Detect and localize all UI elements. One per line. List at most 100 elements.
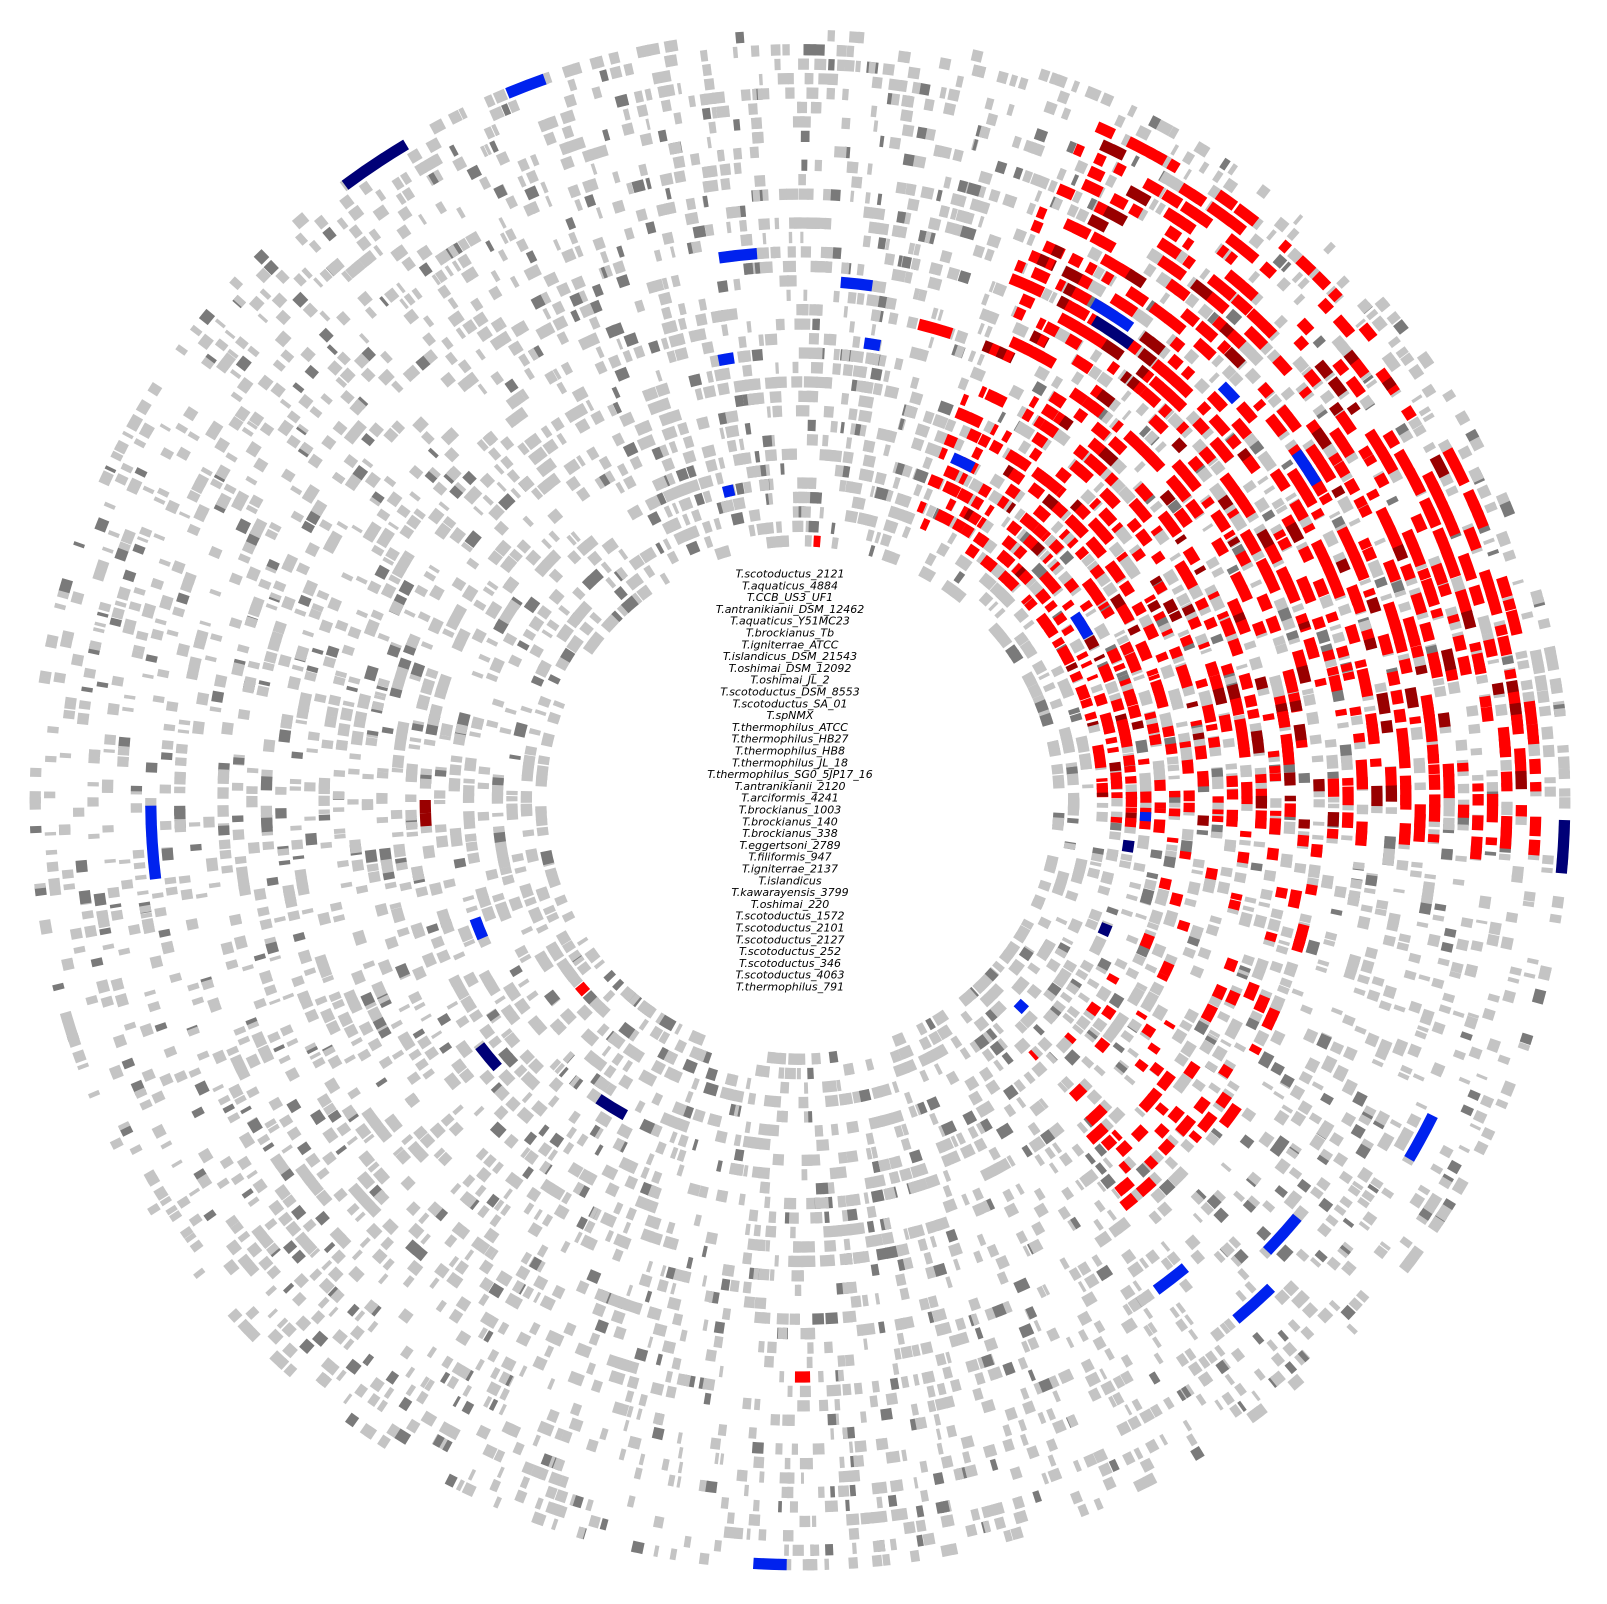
gene-segment bbox=[417, 1035, 432, 1050]
gene-segment bbox=[1048, 291, 1058, 304]
gene-segment bbox=[190, 843, 202, 852]
gene-segment bbox=[355, 884, 369, 894]
gene-segment bbox=[566, 611, 584, 629]
gene-segment bbox=[225, 959, 238, 969]
gene-segment bbox=[1158, 345, 1171, 360]
gene-segment bbox=[933, 1262, 948, 1277]
gene-segment bbox=[701, 1275, 708, 1287]
gene-segment bbox=[393, 843, 406, 858]
gene-segment bbox=[392, 380, 404, 392]
gene-segment bbox=[937, 309, 944, 321]
gene-segment bbox=[1093, 1320, 1106, 1334]
gene-segment bbox=[644, 1214, 660, 1230]
gene-segment bbox=[362, 960, 376, 970]
gene-segment bbox=[258, 680, 271, 687]
gene-segment bbox=[1063, 842, 1076, 850]
gene-segment bbox=[701, 107, 712, 120]
gene-segment bbox=[880, 223, 890, 236]
gene-segment bbox=[721, 1307, 731, 1321]
gene-segment bbox=[1133, 674, 1145, 682]
gene-segment bbox=[101, 787, 114, 793]
gene-segment bbox=[733, 1134, 742, 1147]
gene-segment bbox=[1325, 1214, 1339, 1227]
gene-segment bbox=[844, 1354, 855, 1367]
gene-segment bbox=[493, 831, 506, 843]
gene-segment bbox=[391, 1049, 405, 1060]
gene-segment bbox=[670, 274, 681, 288]
gene-segment bbox=[329, 901, 343, 912]
gene-segment bbox=[1396, 859, 1409, 871]
gene-segment bbox=[375, 1077, 388, 1088]
gene-segment bbox=[537, 695, 552, 708]
gene-segment bbox=[1432, 914, 1445, 922]
gene-segment bbox=[959, 1047, 971, 1060]
gene-segment bbox=[981, 293, 990, 306]
gene-segment bbox=[1091, 1254, 1103, 1267]
gene-segment bbox=[1261, 509, 1276, 522]
gene-segment bbox=[1115, 527, 1128, 539]
gene-segment bbox=[751, 349, 764, 362]
gene-segment bbox=[1128, 544, 1142, 557]
gene-segment bbox=[531, 487, 544, 500]
gene-segment bbox=[593, 959, 605, 970]
gene-segment bbox=[267, 1031, 280, 1042]
gene-segment bbox=[375, 1126, 393, 1143]
gene-segment bbox=[1078, 1015, 1091, 1027]
gene-segment bbox=[469, 731, 481, 738]
gene-segment bbox=[716, 1160, 723, 1172]
gene-segment bbox=[979, 1066, 994, 1082]
gene-segment bbox=[682, 1058, 698, 1074]
gene-segment bbox=[962, 474, 973, 488]
gene-segment bbox=[547, 508, 564, 525]
gene-segment bbox=[1210, 633, 1224, 645]
gene-segment bbox=[1179, 1019, 1193, 1032]
gene-segment bbox=[648, 340, 661, 354]
gene-segment bbox=[1248, 656, 1263, 671]
gene-segment bbox=[613, 1202, 622, 1214]
gene-segment bbox=[1027, 1336, 1040, 1351]
gene-segment bbox=[443, 1072, 462, 1091]
gene-segment bbox=[943, 176, 952, 189]
gene-segment bbox=[762, 232, 767, 245]
gene-segment bbox=[343, 1107, 356, 1118]
gene-segment bbox=[1015, 1037, 1031, 1053]
gene-segment bbox=[1018, 1323, 1035, 1339]
gene-segment bbox=[265, 603, 278, 611]
gene-segment bbox=[297, 949, 310, 958]
gene-segment bbox=[539, 1125, 550, 1137]
gene-segment bbox=[1135, 982, 1148, 992]
gene-segment bbox=[744, 422, 752, 435]
gene-segment bbox=[1211, 768, 1224, 778]
gene-segment bbox=[588, 952, 601, 964]
gene-segment bbox=[874, 1293, 881, 1305]
gene-segment bbox=[550, 590, 563, 603]
gene-segment bbox=[645, 496, 658, 511]
gene-segment bbox=[334, 670, 348, 679]
gene-segment bbox=[777, 1327, 788, 1340]
gene-segment bbox=[603, 1064, 617, 1079]
gene-segment bbox=[587, 638, 599, 650]
gene-segment bbox=[626, 1375, 640, 1390]
gene-segment bbox=[316, 589, 330, 601]
gene-segment bbox=[1071, 1143, 1085, 1157]
gene-segment bbox=[486, 1193, 500, 1208]
gene-segment bbox=[153, 533, 166, 541]
gene-segment bbox=[717, 1424, 728, 1437]
gene-segment bbox=[864, 192, 871, 204]
gene-segment bbox=[869, 1395, 879, 1408]
gene-segment bbox=[242, 682, 256, 694]
gene-segment bbox=[488, 1282, 505, 1299]
gene-segment bbox=[1257, 1051, 1275, 1069]
gene-segment bbox=[470, 485, 483, 498]
gene-segment bbox=[593, 1127, 604, 1140]
gene-segment bbox=[841, 117, 851, 130]
gene-segment bbox=[743, 1252, 753, 1265]
gene-segment bbox=[434, 524, 450, 540]
gene-segment bbox=[1208, 372, 1220, 384]
gene-segment bbox=[784, 1457, 791, 1470]
gene-segment bbox=[237, 877, 250, 886]
gene-segment bbox=[520, 925, 534, 935]
gene-segment bbox=[1039, 550, 1052, 562]
gene-segment bbox=[639, 584, 653, 599]
gene-segment bbox=[1124, 825, 1136, 834]
